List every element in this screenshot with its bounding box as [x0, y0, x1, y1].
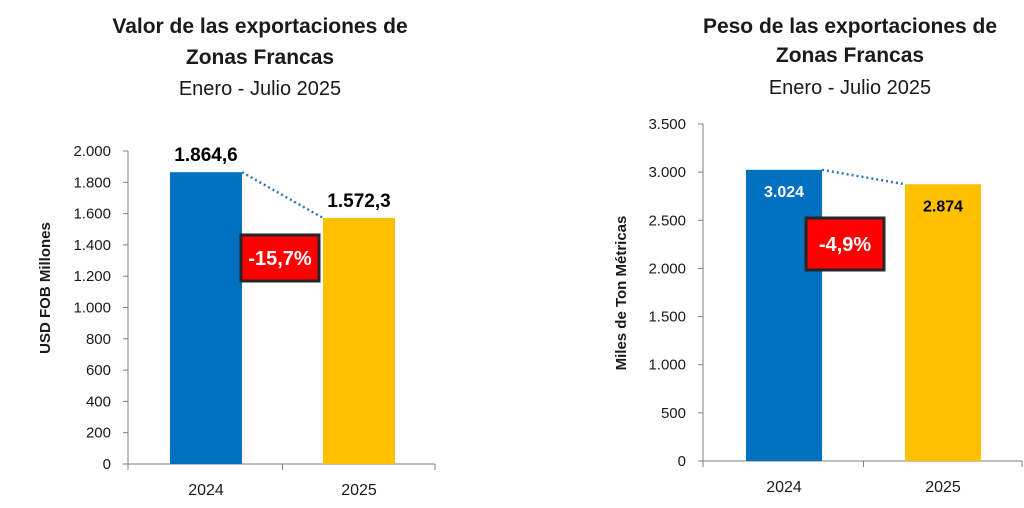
y-tick-label: 1.800	[73, 174, 111, 191]
y-tick-label: 1.400	[73, 237, 111, 254]
change-badge-label: -15,7%	[248, 248, 312, 270]
y-tick-label: 3.000	[648, 164, 686, 181]
y-tick-label: 1.500	[648, 309, 686, 326]
y-tick-label: 2.500	[648, 212, 686, 229]
y-tick-label: 2.000	[73, 143, 111, 160]
chart-title-line: Zonas Francas	[186, 46, 334, 69]
x-tick-label: 2025	[341, 482, 377, 499]
data-label: 3.024	[764, 184, 804, 201]
chart-title-line: Valor de las exportaciones de	[112, 15, 407, 38]
y-tick-label: 1.000	[648, 357, 686, 374]
x-tick-label: 2024	[188, 482, 224, 499]
change-connector-line	[821, 168, 906, 186]
chart-title-line: Peso de las exportaciones de	[703, 15, 997, 38]
y-tick-label: 600	[86, 362, 111, 379]
y-tick-label: 2.000	[648, 260, 686, 277]
y-tick-label: 500	[661, 405, 686, 422]
bar-2024	[170, 172, 242, 464]
y-tick-label: 800	[86, 331, 111, 348]
chart-subtitle: Enero - Julio 2025	[179, 78, 341, 100]
y-tick-label: 1.200	[73, 268, 111, 285]
y-tick-label: 200	[86, 425, 111, 442]
bar-2025	[323, 217, 395, 464]
x-tick-label: 2025	[925, 479, 961, 496]
bar-2024	[746, 169, 822, 461]
chart-export-weight: Peso de las exportaciones de Zonas Franca…	[613, 15, 1023, 496]
x-tick-label: 2024	[766, 479, 802, 496]
y-tick-label: 1.600	[73, 206, 111, 223]
chart-subtitle: Enero - Julio 2025	[769, 77, 931, 99]
change-badge	[804, 216, 886, 272]
y-tick-label: 0	[678, 453, 686, 470]
bar-2025	[905, 184, 981, 462]
data-label: 1.864,6	[174, 145, 237, 166]
y-tick-label: 3.500	[648, 116, 686, 133]
chart-export-value: Valor de las exportaciones de Zonas Franc…	[37, 15, 436, 499]
y-axis-label: USD FOB Millones	[37, 222, 54, 354]
y-tick-label: 0	[103, 456, 111, 473]
change-badge-label: -4,9%	[819, 234, 871, 256]
y-axis-label: Miles de Ton Métricas	[613, 216, 630, 371]
chart-title-line: Zonas Francas	[776, 44, 924, 67]
data-label: 1.572,3	[327, 191, 390, 212]
change-badge	[239, 233, 321, 283]
data-label: 2.874	[923, 198, 963, 215]
y-tick-label: 400	[86, 393, 111, 410]
y-tick-label: 1.000	[73, 300, 111, 317]
change-connector-line	[241, 171, 324, 220]
